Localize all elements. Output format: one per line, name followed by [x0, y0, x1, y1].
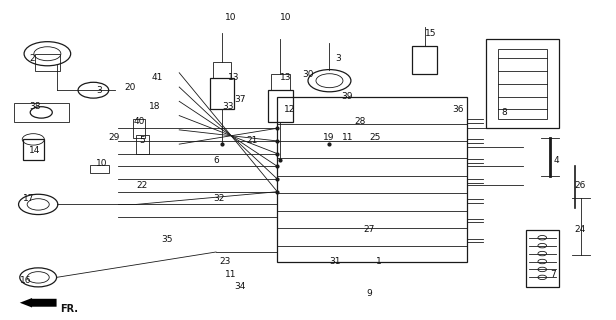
Text: FR.: FR. — [60, 304, 78, 314]
Text: 39: 39 — [342, 92, 353, 101]
Text: 21: 21 — [246, 136, 258, 146]
Text: 38: 38 — [29, 101, 41, 111]
Text: 41: 41 — [152, 73, 163, 82]
Text: 25: 25 — [370, 133, 381, 142]
Text: 31: 31 — [330, 257, 341, 266]
Text: 7: 7 — [550, 270, 556, 279]
Text: 9: 9 — [367, 289, 372, 298]
Text: 33: 33 — [222, 101, 233, 111]
Text: 35: 35 — [161, 235, 172, 244]
Bar — [277, 97, 468, 261]
Text: 23: 23 — [219, 257, 230, 266]
Text: 5: 5 — [139, 136, 145, 146]
Bar — [525, 230, 559, 287]
Text: 6: 6 — [213, 156, 219, 164]
Text: 32: 32 — [213, 194, 224, 203]
Text: 34: 34 — [235, 282, 246, 292]
Bar — [14, 103, 69, 122]
Bar — [210, 77, 235, 109]
Text: 30: 30 — [302, 70, 314, 79]
Text: 16: 16 — [20, 276, 31, 285]
Text: 10: 10 — [97, 159, 108, 168]
Text: 12: 12 — [283, 105, 295, 114]
Text: 22: 22 — [136, 181, 148, 190]
Text: 2: 2 — [29, 54, 34, 63]
Text: 10: 10 — [280, 13, 292, 22]
Bar — [35, 54, 60, 71]
Text: 40: 40 — [133, 117, 145, 126]
Bar — [268, 90, 293, 122]
Bar — [133, 119, 145, 138]
Text: 1: 1 — [376, 257, 381, 266]
Text: 3: 3 — [97, 86, 102, 95]
Text: 37: 37 — [235, 95, 246, 104]
Text: 13: 13 — [280, 73, 292, 82]
Text: 14: 14 — [29, 146, 41, 155]
Text: 17: 17 — [23, 194, 34, 203]
Text: 15: 15 — [424, 28, 436, 38]
Bar — [23, 140, 44, 160]
Bar — [498, 49, 547, 119]
Text: 11: 11 — [342, 133, 353, 142]
Bar — [136, 135, 148, 154]
Text: 29: 29 — [108, 133, 120, 142]
FancyArrow shape — [20, 298, 57, 308]
Text: 3: 3 — [336, 54, 341, 63]
Text: 20: 20 — [124, 83, 136, 92]
Text: 27: 27 — [363, 225, 375, 234]
Text: 28: 28 — [354, 117, 365, 126]
Bar — [486, 39, 559, 128]
Bar — [271, 74, 290, 90]
Text: 4: 4 — [553, 156, 559, 164]
Bar — [91, 165, 108, 173]
Bar — [213, 62, 232, 77]
Text: 19: 19 — [323, 133, 335, 142]
Text: 8: 8 — [501, 108, 507, 117]
Text: 24: 24 — [575, 225, 586, 234]
Bar — [412, 46, 437, 74]
Text: 36: 36 — [452, 105, 464, 114]
Text: 18: 18 — [148, 101, 160, 111]
Text: 11: 11 — [225, 270, 237, 279]
Text: 13: 13 — [229, 73, 240, 82]
Text: 26: 26 — [575, 181, 586, 190]
Text: 10: 10 — [225, 13, 237, 22]
